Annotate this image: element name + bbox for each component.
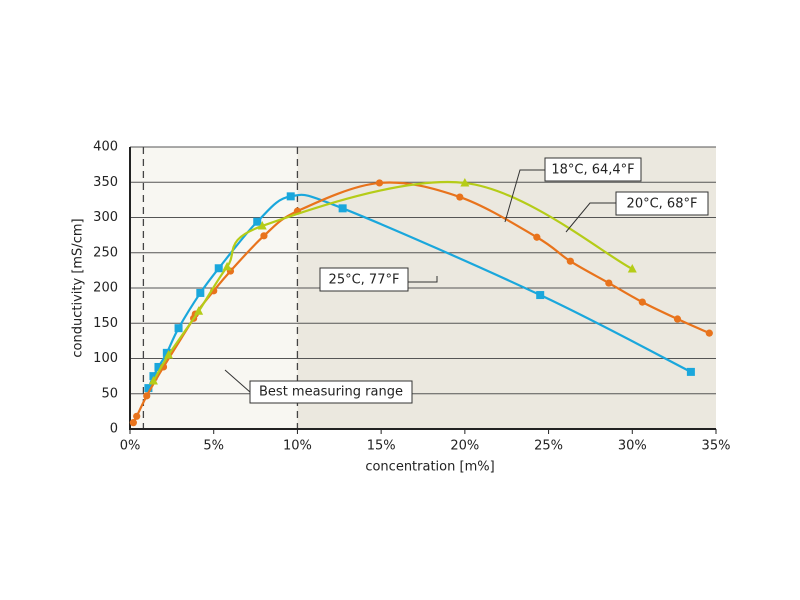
legend-leader (565, 202, 616, 233)
marker (533, 233, 541, 241)
legend-leader (504, 169, 545, 223)
marker (566, 257, 574, 265)
marker (375, 179, 384, 187)
marker (196, 288, 205, 297)
marker (164, 349, 174, 359)
annotation-text: Best measuring range (259, 385, 403, 400)
marker (257, 220, 267, 230)
annotation-leader (224, 369, 251, 393)
marker (162, 348, 171, 357)
legend-leader (408, 276, 438, 283)
x-tick-label: 30% (618, 439, 647, 454)
marker (194, 306, 204, 315)
x-tick-label: 0% (120, 439, 141, 454)
marker (460, 177, 470, 187)
marker (143, 392, 151, 400)
y-axis-label: conductivity [mS/cm] (71, 218, 86, 357)
legend-label: 18°C, 64,4°F (551, 163, 634, 178)
x-axis-label: concentration [m%] (365, 460, 494, 475)
marker (253, 217, 262, 226)
marker (673, 315, 682, 323)
marker (456, 193, 464, 201)
marker (174, 324, 183, 333)
y-tick-label: 150 (93, 316, 118, 331)
y-tick-label: 100 (93, 351, 118, 366)
marker (222, 261, 232, 271)
x-tick-label: 10% (283, 439, 312, 454)
y-tick-label: 400 (93, 140, 118, 155)
marker (338, 204, 347, 213)
x-tick-label: 25% (534, 439, 563, 454)
x-tick-label: 15% (367, 439, 396, 454)
legend-label: 25°C, 77°F (329, 273, 400, 288)
y-tick-label: 350 (93, 175, 118, 190)
legend-box (319, 267, 409, 292)
series-line (152, 180, 633, 382)
legend-box (544, 157, 642, 182)
marker (260, 232, 268, 240)
marker (144, 384, 153, 393)
marker (638, 298, 646, 306)
marker (129, 419, 137, 427)
marker (286, 192, 295, 201)
y-tick-label: 250 (93, 245, 118, 260)
y-tick-label: 0 (110, 422, 118, 437)
marker (214, 264, 223, 273)
marker (148, 376, 158, 385)
y-tick-label: 300 (93, 210, 118, 225)
y-tick-label: 50 (101, 386, 118, 401)
marker (705, 329, 713, 337)
marker (605, 279, 613, 287)
legend-label: 20°C, 68°F (627, 197, 698, 212)
x-tick-label: 20% (450, 439, 479, 454)
marker (536, 291, 545, 300)
marker (133, 412, 141, 420)
x-tick-label: 5% (203, 439, 224, 454)
annotation-box (249, 380, 413, 404)
x-tick-label: 35% (702, 439, 731, 454)
marker (627, 263, 637, 273)
marker (154, 362, 163, 371)
marker (686, 367, 695, 376)
y-tick-label: 200 (93, 281, 118, 296)
legend-box (615, 191, 709, 216)
